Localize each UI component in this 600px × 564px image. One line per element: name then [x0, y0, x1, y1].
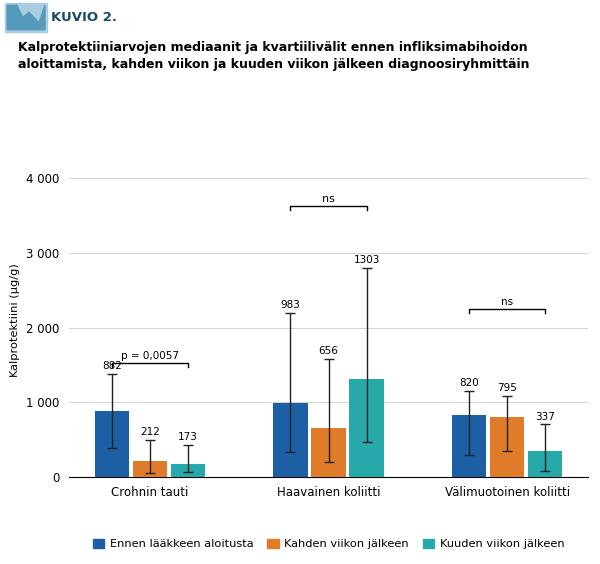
Bar — [133, 461, 167, 477]
Text: 820: 820 — [459, 378, 479, 388]
Text: 882: 882 — [102, 361, 122, 371]
Text: 795: 795 — [497, 384, 517, 394]
Text: 337: 337 — [535, 412, 555, 422]
Legend: Ennen lääkkeen aloitusta, Kahden viikon jälkeen, Kuuden viikon jälkeen: Ennen lääkkeen aloitusta, Kahden viikon … — [88, 534, 569, 554]
FancyBboxPatch shape — [5, 3, 47, 32]
Bar — [349, 380, 383, 477]
Text: KUVIO 2.: KUVIO 2. — [51, 11, 117, 24]
Text: ns: ns — [501, 297, 513, 307]
Bar — [311, 428, 346, 477]
Bar — [490, 417, 524, 477]
Polygon shape — [7, 5, 45, 30]
Text: p = 0,0057: p = 0,0057 — [121, 351, 179, 362]
Y-axis label: Kalprotektiini (µg/g): Kalprotektiini (µg/g) — [10, 263, 20, 377]
Text: ns: ns — [322, 194, 335, 204]
Text: 1303: 1303 — [353, 255, 380, 265]
Text: Kalprotektiiniarvojen mediaanit ja kvartiilivälit ennen infliksimabihoidon
aloit: Kalprotektiiniarvojen mediaanit ja kvart… — [18, 41, 530, 70]
Bar — [95, 411, 129, 477]
Bar — [171, 464, 205, 477]
Text: 173: 173 — [178, 432, 198, 442]
Bar — [274, 403, 308, 477]
Text: 656: 656 — [319, 346, 338, 356]
Bar — [528, 451, 562, 477]
Text: 983: 983 — [280, 300, 301, 310]
Text: 212: 212 — [140, 428, 160, 438]
Bar — [452, 416, 486, 477]
